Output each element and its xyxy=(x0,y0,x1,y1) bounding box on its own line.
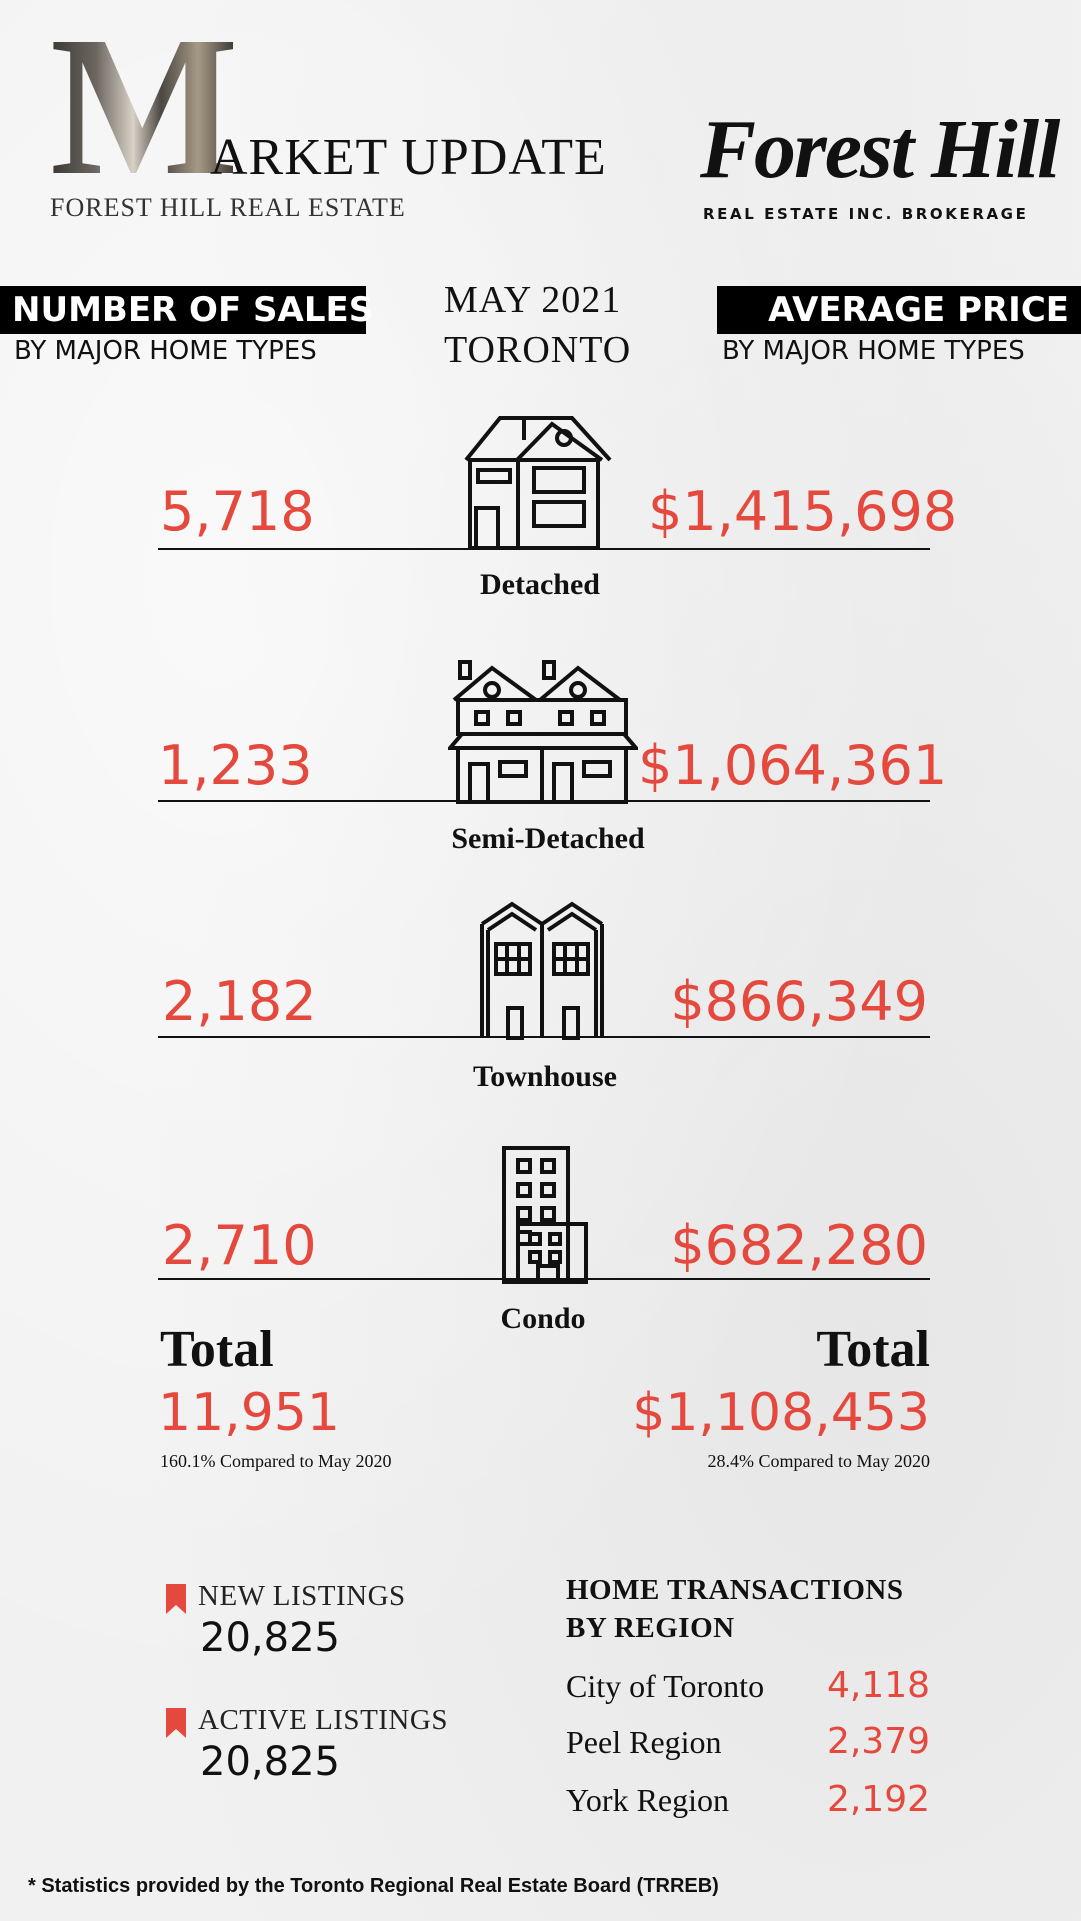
number-of-sales-subheading: BY MAJOR HOME TYPES xyxy=(14,336,317,366)
semi-detached-price: $1,064,361 xyxy=(638,734,948,797)
region-heading-line2: BY REGION xyxy=(566,1612,735,1644)
region-heading-line1: HOME TRANSACTIONS xyxy=(566,1574,904,1606)
townhouse-price: $866,349 xyxy=(670,970,928,1033)
number-of-sales-heading: NUMBER OF SALES xyxy=(0,286,373,334)
semi-detached-label: Semi-Detached xyxy=(451,822,645,855)
condo-label: Condo xyxy=(500,1302,586,1335)
region-name-york: York Region xyxy=(566,1782,729,1818)
condo-divider xyxy=(158,1278,930,1280)
condo-price: $682,280 xyxy=(670,1214,928,1277)
brokerage-tagline: REAL ESTATE INC. BROKERAGE xyxy=(703,205,1029,223)
company-subtitle: FOREST HILL REAL ESTATE xyxy=(50,193,406,222)
new-listings-value: 20,825 xyxy=(200,1615,340,1661)
price-total-value: $1,108,453 xyxy=(632,1383,930,1443)
detached-house-icon xyxy=(462,410,612,555)
townhouse-divider xyxy=(158,1036,930,1038)
sales-total-value: 11,951 xyxy=(158,1383,340,1443)
semi-detached-house-icon xyxy=(445,660,641,809)
semi-detached-divider xyxy=(158,800,930,802)
market-update-big-m: M xyxy=(50,0,239,217)
region-name-peel: Peel Region xyxy=(566,1724,722,1760)
townhouse-sales: 2,182 xyxy=(162,970,317,1033)
market-update-title: ARKET UPDATE xyxy=(210,129,607,186)
price-total-label: Total xyxy=(816,1321,930,1378)
source-footnote: * Statistics provided by the Toronto Reg… xyxy=(28,1875,719,1897)
average-price-subheading: BY MAJOR HOME TYPES xyxy=(722,336,1025,366)
detached-divider xyxy=(158,548,930,550)
forest-hill-logo: Forest Hill xyxy=(700,103,1060,196)
townhouse-icon xyxy=(478,900,608,1045)
detached-label: Detached xyxy=(480,568,600,601)
condo-sales: 2,710 xyxy=(162,1214,317,1277)
active-listings-value: 20,825 xyxy=(200,1739,340,1785)
sales-total-label: Total xyxy=(160,1321,274,1378)
detached-sales: 5,718 xyxy=(160,480,315,543)
region-value-toronto: 4,118 xyxy=(826,1665,930,1706)
condo-building-icon xyxy=(500,1144,590,1289)
region-name-toronto: City of Toronto xyxy=(566,1668,765,1704)
bookmark-icon xyxy=(166,1708,186,1738)
bookmark-icon xyxy=(166,1584,186,1614)
semi-detached-sales: 1,233 xyxy=(158,734,313,797)
report-city: TORONTO xyxy=(444,329,632,371)
sales-total-comparison: 160.1% Compared to May 2020 xyxy=(160,1451,392,1471)
active-listings-label: ACTIVE LISTINGS xyxy=(198,1704,448,1736)
price-total-comparison: 28.4% Compared to May 2020 xyxy=(707,1451,930,1471)
average-price-heading: AVERAGE PRICE xyxy=(717,286,1081,334)
new-listings-label: NEW LISTINGS xyxy=(198,1580,406,1612)
region-value-peel: 2,379 xyxy=(826,1721,930,1762)
detached-price: $1,415,698 xyxy=(648,480,958,543)
report-month: MAY 2021 xyxy=(444,279,622,321)
townhouse-label: Townhouse xyxy=(473,1060,617,1093)
region-value-york: 2,192 xyxy=(826,1779,930,1820)
